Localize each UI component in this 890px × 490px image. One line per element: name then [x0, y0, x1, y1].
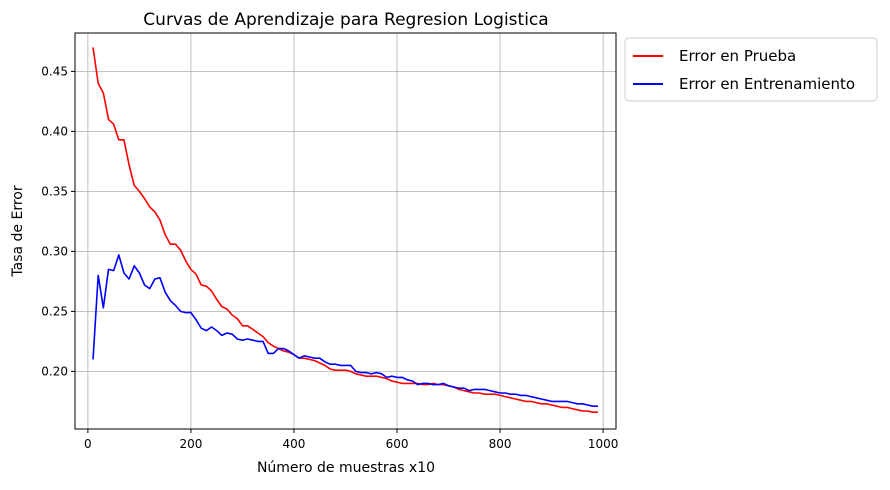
- test-error-line: [92, 47, 598, 414]
- x-axis-ticks: 0 200 400 600 800 1000: [84, 429, 618, 451]
- chart-title: Curvas de Aprendizaje para Regresion Log…: [143, 10, 548, 30]
- series-lines: [92, 47, 598, 414]
- grid: [75, 33, 616, 429]
- x-tick-label: 1000: [588, 437, 619, 451]
- x-tick-label: 600: [386, 437, 409, 451]
- y-tick-label: 0.30: [41, 244, 68, 258]
- plot-frame: [74, 32, 617, 430]
- y-tick-label: 0.25: [41, 304, 68, 318]
- y-axis-label: Tasa de Error: [10, 185, 26, 277]
- y-tick-label: 0.20: [41, 364, 68, 378]
- x-tick-label: 200: [179, 437, 202, 451]
- y-axis-ticks: 0.20 0.25 0.30 0.35 0.40 0.45: [41, 64, 75, 378]
- x-tick-label: 400: [283, 437, 306, 451]
- train-error-line: [92, 254, 598, 408]
- x-axis-label: Número de muestras x10: [257, 460, 435, 476]
- y-tick-label: 0.45: [41, 64, 68, 78]
- x-tick-label: 0: [84, 437, 92, 451]
- legend-box: [624, 37, 878, 102]
- legend-label-train: Error en Entrenamiento: [679, 75, 855, 93]
- y-tick-label: 0.35: [41, 184, 68, 198]
- legend: Error en Prueba Error en Entrenamiento: [624, 37, 878, 102]
- legend-label-test: Error en Prueba: [679, 47, 796, 65]
- y-tick-label: 0.40: [41, 124, 68, 138]
- x-tick-label: 800: [489, 437, 512, 451]
